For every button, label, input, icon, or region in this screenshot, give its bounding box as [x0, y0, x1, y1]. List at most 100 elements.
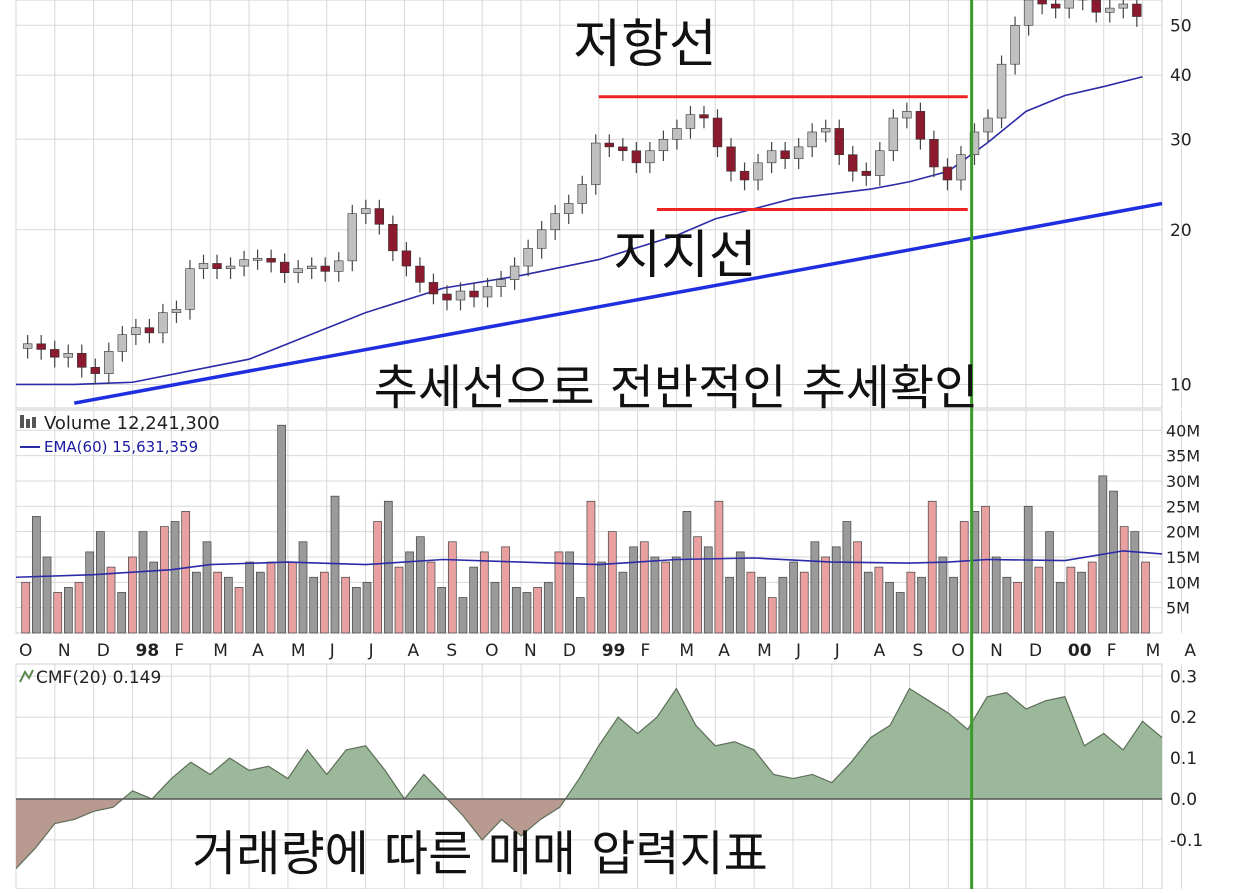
volume-bar [42, 556, 52, 634]
volume-bar [522, 592, 532, 634]
volume-bar [981, 505, 990, 634]
volume-bar [394, 566, 404, 634]
cmf-panel: -0.1 0.0 0.1 0.2 0.3 CMF(20) 0.149 [15, 0, 1203, 890]
volume-legend-icon [32, 417, 36, 428]
candle-body [77, 352, 87, 368]
candle-body [239, 259, 249, 267]
candle-body [469, 290, 479, 298]
volume-bar [501, 546, 510, 634]
volume-bar [415, 536, 425, 634]
candle-body [766, 150, 777, 164]
candle-body [645, 150, 655, 164]
candle-body [983, 117, 993, 133]
volume-bar [1087, 561, 1097, 634]
x-tick-label: J [329, 641, 335, 661]
volume-bar [543, 581, 553, 634]
candle-body [1118, 3, 1128, 9]
volume-bar [863, 571, 873, 634]
volume-bar [714, 500, 724, 634]
x-tick-label: 00 [1068, 641, 1092, 661]
candle-body [212, 263, 222, 270]
candle-body [672, 128, 682, 140]
candle-body [658, 138, 669, 152]
volume-bar [842, 521, 852, 634]
price-tick-label: 10 [1170, 375, 1192, 395]
volume-bar [810, 541, 820, 634]
volume-bar [64, 587, 73, 634]
volume-bar [405, 551, 414, 634]
candle-body [1105, 7, 1115, 13]
volume-bar [949, 576, 958, 634]
candle-body [1010, 24, 1020, 65]
volume-bar [128, 556, 137, 634]
volume-bar [255, 571, 265, 634]
volume-bar [469, 566, 478, 634]
candle-body [726, 146, 736, 172]
candle-body [564, 203, 574, 214]
volume-tick-label: 20M [1166, 523, 1200, 542]
volume-tick-label: 35M [1166, 447, 1200, 466]
x-tick-label: F [174, 641, 184, 661]
candle-body [320, 265, 330, 272]
candle-body [604, 142, 614, 148]
candle-body [1023, 0, 1034, 26]
candle-body [307, 265, 317, 270]
candle-body [144, 327, 155, 334]
x-tick-label: F [641, 641, 651, 661]
volume-bar [639, 541, 649, 634]
candle-body [685, 114, 696, 129]
trend-label: 추세선으로 전반적인 추세확인 [374, 360, 979, 416]
volume-bar [693, 536, 702, 634]
volume-bar [479, 551, 489, 634]
volume-bar [618, 571, 628, 634]
volume-bar [149, 561, 159, 634]
x-tick-label: N [524, 641, 537, 661]
volume-bar [927, 500, 937, 634]
candle-body [1037, 0, 1047, 5]
volume-bar [138, 531, 148, 634]
candle-body [550, 213, 560, 231]
volume-bar [885, 581, 894, 634]
x-tick-label: A [1184, 641, 1196, 661]
volume-bar [725, 576, 734, 634]
volume-ema-line [15, 550, 1163, 579]
candle-body [347, 213, 357, 262]
volume-bar [991, 556, 1001, 634]
candle-body [455, 290, 466, 301]
volume-bar [1034, 566, 1044, 634]
volume-bar [735, 551, 745, 634]
candle-body [1132, 3, 1142, 17]
candle-body [388, 223, 398, 252]
volume-bar [160, 526, 169, 634]
cmf-note-label: 거래량에 따른 매매 압력지표 [192, 826, 768, 882]
price-ema-line [16, 75, 1143, 386]
candle-body [36, 343, 46, 350]
candle-body [712, 117, 723, 148]
volume-bar [74, 581, 84, 634]
volume-bar [21, 581, 31, 634]
candle-body [536, 229, 547, 249]
cmf-legend: CMF(20) 0.149 [36, 668, 161, 688]
volume-tick-label: 10M [1166, 573, 1200, 592]
candle-body [22, 343, 33, 349]
volume-bar [362, 581, 372, 634]
candle-body [225, 265, 236, 270]
candle-body [104, 351, 114, 374]
volume-bar [1119, 526, 1129, 634]
volume-bar [85, 551, 95, 634]
x-tick-label: M [291, 641, 306, 661]
volume-bar [32, 516, 41, 634]
x-tick-label: M [679, 641, 694, 661]
candle-body [699, 114, 709, 119]
volume-bar [767, 597, 777, 634]
candle-body [753, 162, 763, 181]
cmf-area-positive [16, 688, 1162, 799]
candle-body [185, 268, 195, 310]
volume-bar [778, 576, 788, 634]
candle-body [996, 63, 1007, 119]
candle-body [442, 293, 452, 301]
volume-bar [213, 571, 223, 634]
x-tick-label: M [1146, 641, 1161, 661]
volume-bar [906, 571, 916, 634]
volume-bar [629, 546, 638, 634]
